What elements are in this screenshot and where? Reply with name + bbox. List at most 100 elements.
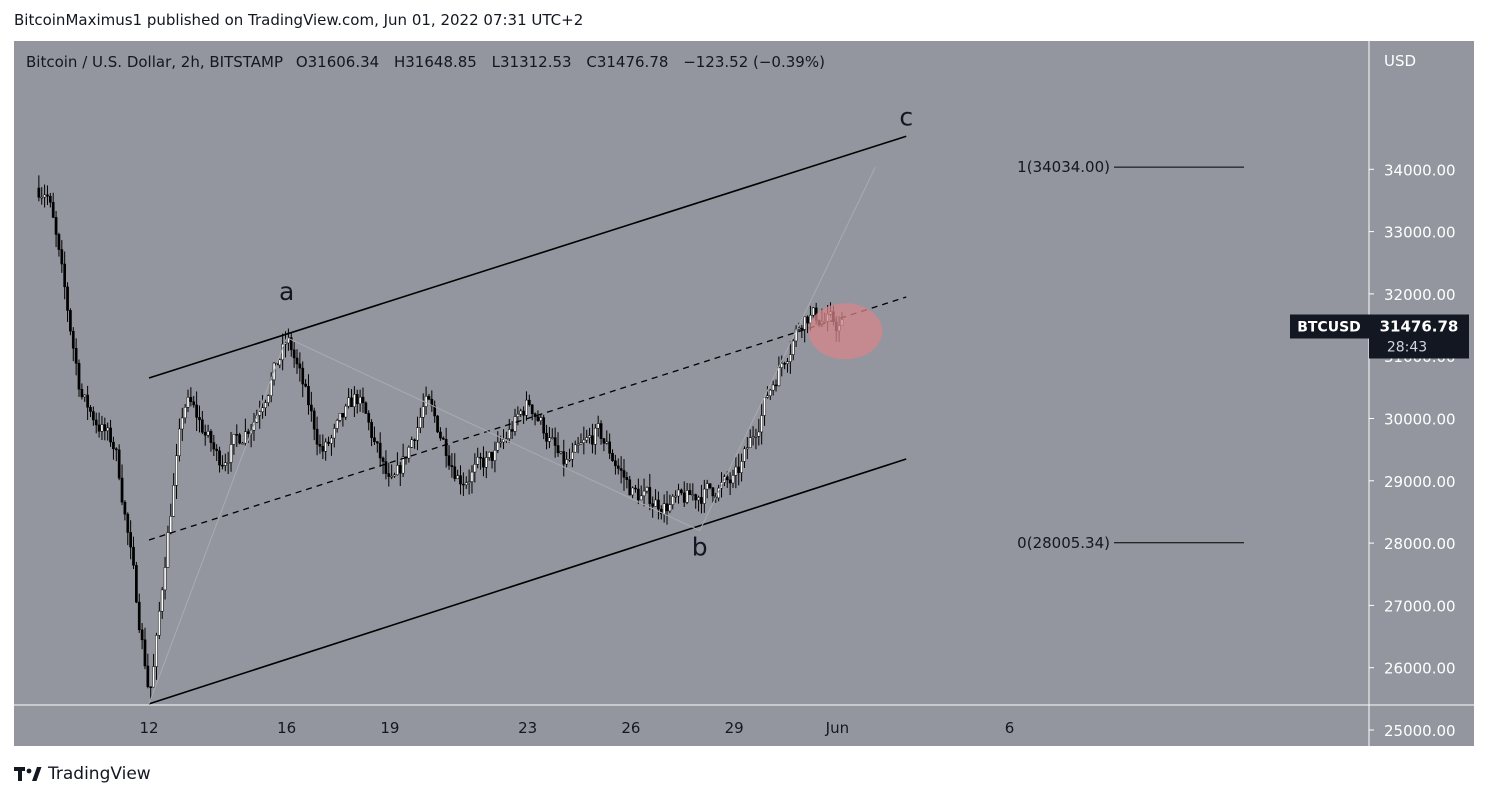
candle-up: [593, 427, 597, 445]
candle-down: [71, 330, 75, 349]
candle-up: [505, 438, 508, 440]
candle-down: [298, 363, 302, 369]
candle-down: [628, 479, 632, 496]
candle-up: [175, 455, 178, 486]
axis-separators: [14, 41, 1474, 746]
candle-down: [198, 417, 201, 421]
candle-up: [757, 431, 761, 437]
price-tag-countdown: 28:43: [1387, 339, 1427, 355]
candle-down: [292, 349, 296, 359]
x-tick-label: Jun: [825, 719, 849, 737]
legend-change: −123.52 (−0.39%): [683, 53, 825, 71]
candle-down: [447, 455, 451, 466]
candle-down: [321, 446, 325, 452]
candle-up: [780, 363, 784, 368]
candle-up: [470, 471, 474, 482]
candle-down: [203, 432, 207, 436]
candle-down: [221, 464, 224, 467]
candle-down: [126, 513, 130, 533]
candle-up: [416, 427, 419, 441]
candle-down: [387, 473, 391, 477]
candle-up: [791, 340, 795, 355]
candle-down: [482, 457, 485, 468]
candle-up: [763, 397, 766, 416]
candle-down: [57, 234, 61, 250]
candle-up: [605, 441, 609, 444]
x-tick-label: 23: [518, 719, 537, 737]
candle-up: [178, 428, 181, 457]
channel-middle-line[interactable]: [148, 296, 907, 541]
candle-up: [766, 395, 769, 398]
wave-label-c: c: [899, 103, 913, 132]
candle-up: [401, 456, 405, 474]
y-tick-label: 25000.00: [1384, 722, 1456, 740]
candle-down: [413, 439, 416, 441]
candle-up: [169, 516, 173, 533]
candle-up: [152, 666, 155, 688]
candle-up: [513, 416, 517, 432]
candle-down: [774, 384, 778, 387]
candle-down: [490, 451, 494, 461]
candle-down: [112, 441, 115, 450]
price-chart[interactable]: 1(34034.00) 0(28005.34) a b c USD 25000.00 260…: [14, 41, 1474, 746]
candle-down: [459, 475, 462, 485]
drawing-overlays: 1(34034.00) 0(28005.34) a b c: [148, 103, 1244, 705]
candle-down: [556, 445, 560, 454]
candle-down: [361, 396, 365, 404]
candle-up: [596, 423, 600, 429]
candle-down: [212, 442, 216, 450]
candle-down: [132, 546, 135, 566]
fib-level-label: 0(28005.34): [1017, 534, 1110, 552]
candle-up: [745, 447, 749, 450]
candle-up: [244, 431, 247, 444]
candle-down: [89, 407, 92, 412]
wave-path: [148, 166, 876, 705]
candle-down: [648, 487, 652, 504]
y-tick-label: 26000.00: [1384, 660, 1456, 678]
candle-up: [338, 413, 342, 421]
candle-down: [651, 503, 655, 507]
time-axis[interactable]: 12 16 19 23 26 29 Jun 6: [139, 719, 1014, 737]
candle-down: [355, 394, 359, 405]
candle-up: [269, 379, 273, 396]
candle-down: [66, 286, 69, 311]
channel-lower-line[interactable]: [148, 458, 907, 705]
candle-down: [510, 429, 514, 432]
candle-up: [571, 451, 574, 460]
candle-up: [223, 462, 227, 466]
candle-up: [691, 494, 695, 496]
price-tag-symbol-bg: [1290, 314, 1369, 339]
candle-down: [143, 639, 147, 667]
candle-up: [226, 462, 230, 464]
candle-down: [800, 327, 804, 330]
candle-down: [135, 565, 138, 603]
candle-up: [803, 316, 807, 330]
candle-down: [46, 194, 49, 197]
candle-up: [100, 424, 104, 432]
candle-up: [278, 359, 282, 366]
candle-up: [487, 451, 491, 458]
symbol-legend: Bitcoin / U.S. Dollar, 2h, BITSTAMP O316…: [26, 53, 825, 71]
candle-up: [639, 495, 643, 501]
candle-up: [258, 411, 262, 416]
candle-down: [680, 489, 683, 494]
channel-upper-line[interactable]: [148, 135, 907, 379]
candle-down: [367, 413, 371, 423]
candle-down: [192, 401, 196, 406]
candle-up: [768, 389, 772, 397]
candle-up: [760, 415, 764, 433]
candle-up: [702, 488, 706, 504]
tradingview-logo[interactable]: TradingView: [14, 764, 151, 784]
candle-up: [172, 485, 176, 517]
y-tick-label: 27000.00: [1384, 597, 1456, 615]
candle-down: [688, 490, 692, 495]
candle-up: [677, 489, 680, 497]
candle-down: [295, 357, 299, 365]
highlight-zone[interactable]: [808, 303, 883, 360]
candle-down: [636, 488, 640, 501]
x-tick-label: 6: [1005, 719, 1015, 737]
candle-down: [114, 448, 118, 451]
candle-up: [731, 475, 735, 484]
candle-up: [674, 495, 677, 498]
candle-down: [103, 424, 107, 432]
